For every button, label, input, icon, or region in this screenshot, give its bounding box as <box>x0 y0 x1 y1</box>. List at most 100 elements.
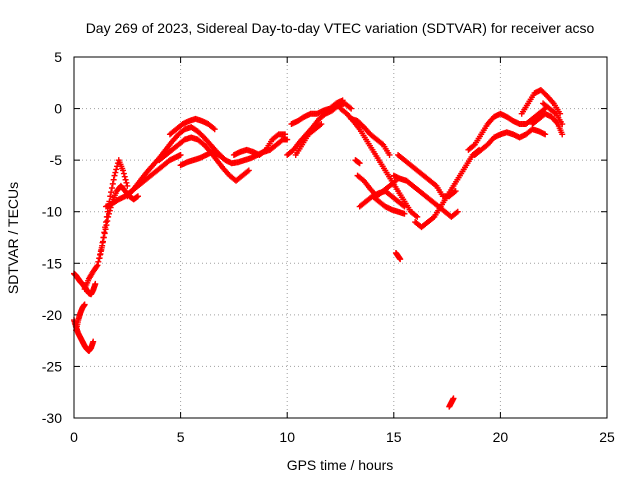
data-point <box>401 203 408 210</box>
data-point <box>177 151 184 158</box>
data-point <box>282 131 289 138</box>
data-point <box>210 125 217 132</box>
data-point <box>96 255 103 262</box>
data-point <box>397 256 404 263</box>
series-arc10 <box>166 115 218 138</box>
data-point <box>261 147 268 154</box>
plot-frame <box>73 56 608 419</box>
series-arc28 <box>518 87 564 117</box>
data-point <box>540 106 547 113</box>
series-arc29 <box>529 110 566 138</box>
series-arc25 <box>446 395 457 410</box>
data-point <box>542 131 549 138</box>
y-tick-label: 5 <box>54 49 62 65</box>
data-point <box>81 301 88 308</box>
data-point <box>124 182 131 189</box>
data-point <box>99 242 106 249</box>
data-point <box>112 169 119 176</box>
data-point <box>100 234 107 241</box>
series-arc11 <box>230 131 289 158</box>
y-tick-label: -20 <box>42 307 62 323</box>
data-point <box>244 168 251 175</box>
data-point <box>122 176 129 183</box>
data-point <box>108 184 115 191</box>
y-axis-title: SDTVAR / TECUs <box>5 182 21 294</box>
x-tick-label: 5 <box>177 429 185 445</box>
series-arc5 <box>96 182 141 262</box>
y-tick-label: -30 <box>42 410 62 426</box>
series-arc7 <box>124 124 227 200</box>
data-point <box>90 338 97 345</box>
data-point <box>284 136 291 143</box>
y-tick-label: -15 <box>42 255 62 271</box>
data-point <box>339 97 346 104</box>
data-point <box>113 166 120 173</box>
data-point <box>102 226 109 233</box>
data-point <box>559 121 566 128</box>
data-point <box>93 263 100 270</box>
series-arc26 <box>465 105 549 153</box>
data-point <box>134 193 141 200</box>
data-point <box>92 280 99 287</box>
series-arc20 <box>369 193 408 217</box>
data-point <box>105 213 112 220</box>
data-point <box>120 167 127 174</box>
y-tick-label: -25 <box>42 358 62 374</box>
series-arc16 <box>348 115 393 158</box>
data-point <box>559 131 566 138</box>
data-point <box>346 104 353 111</box>
data-point <box>111 172 118 179</box>
data-point <box>391 178 398 185</box>
data-point <box>551 109 558 116</box>
data-point <box>105 210 112 217</box>
data-point <box>356 160 363 167</box>
data-point <box>98 246 105 253</box>
chart-title: Day 269 of 2023, Sidereal Day-to-day VTE… <box>86 20 595 36</box>
data-point <box>318 121 325 128</box>
y-tick-label: -10 <box>42 204 62 220</box>
data-point <box>110 176 117 183</box>
data-point <box>99 238 106 245</box>
x-tick-label: 0 <box>70 429 78 445</box>
series-arc30 <box>540 100 566 128</box>
y-tick-label: 0 <box>54 101 62 117</box>
data-point <box>121 173 128 180</box>
data-point <box>348 105 355 112</box>
data-point <box>103 222 110 229</box>
y-tick-label: -5 <box>50 152 63 168</box>
x-tick-label: 20 <box>493 429 509 445</box>
series-arc6 <box>102 151 184 210</box>
x-tick-label: 25 <box>599 429 615 445</box>
data-point <box>430 214 437 221</box>
data-point <box>106 207 113 214</box>
series-arc27 <box>471 126 549 158</box>
data-point <box>101 230 108 237</box>
x-tick-label: 10 <box>279 429 295 445</box>
data-points <box>71 87 566 410</box>
data-point <box>95 258 102 265</box>
data-point <box>400 202 407 209</box>
data-point <box>414 213 421 220</box>
data-point <box>386 151 393 158</box>
data-point <box>452 188 459 195</box>
data-point <box>104 217 111 224</box>
series-arc13 <box>288 97 346 128</box>
series-arc15 <box>337 105 421 220</box>
series-arc17 <box>352 157 363 167</box>
series-arc2 <box>71 317 97 354</box>
data-point <box>94 262 101 269</box>
data-point <box>412 212 419 219</box>
data-point <box>432 181 439 188</box>
data-point <box>450 395 457 402</box>
series-arc8 <box>156 134 252 184</box>
data-point <box>378 140 385 147</box>
x-tick-label: 15 <box>386 429 402 445</box>
data-point <box>120 170 127 177</box>
series-arc9 <box>177 136 291 169</box>
data-point <box>97 251 104 258</box>
x-axis-title: GPS time / hours <box>287 457 394 473</box>
data-point <box>109 180 116 187</box>
tick-labels: 0 5 10 15 20 25 -30 -25 -20 -15 -10 -5 0 5 <box>42 49 615 445</box>
data-point <box>453 209 460 216</box>
